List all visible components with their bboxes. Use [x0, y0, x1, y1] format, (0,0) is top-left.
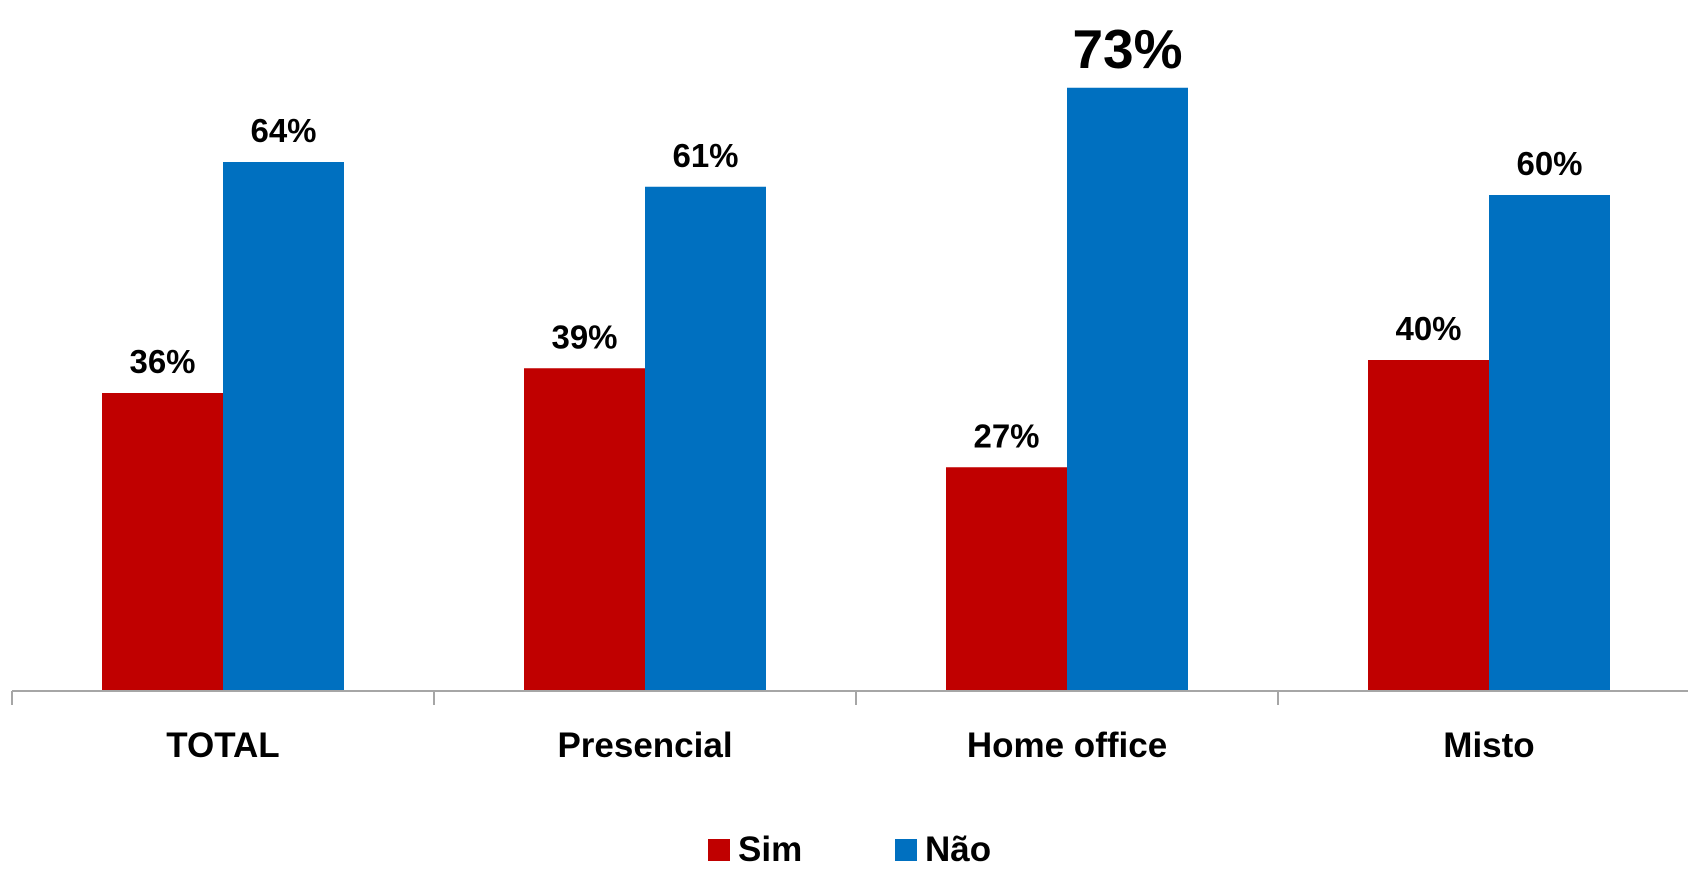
bar-nao-1: [645, 186, 766, 690]
x-tick-label-3: Misto: [1443, 726, 1534, 765]
bar-nao-2: [1067, 87, 1188, 690]
bar-nao-3: [1489, 195, 1610, 690]
data-label-nao-3: 60%: [1516, 145, 1582, 182]
data-label-sim-1: 39%: [551, 318, 617, 355]
bar-sim-0: [102, 393, 223, 690]
data-label-sim-3: 40%: [1395, 310, 1461, 347]
x-tick-label-0: TOTAL: [166, 726, 279, 765]
x-tick-label-2: Home office: [967, 726, 1167, 765]
legend-label-sim: Sim: [738, 830, 802, 869]
data-label-nao-0: 64%: [250, 112, 316, 149]
x-tick-label-1: Presencial: [557, 726, 732, 765]
legend-swatch-sim: [708, 839, 730, 861]
data-label-nao-2: 73%: [1072, 18, 1182, 80]
legend-label-nao: Não: [925, 830, 991, 869]
bar-sim-1: [524, 368, 645, 690]
data-label-sim-0: 36%: [129, 343, 195, 380]
bar-sim-3: [1368, 360, 1489, 690]
bar-sim-2: [946, 467, 1067, 690]
data-label-sim-2: 27%: [973, 417, 1039, 454]
x-tick-label-group: TOTAL Presencial Home office Misto: [166, 726, 1534, 765]
x-axis: [11, 690, 1688, 705]
legend-swatch-nao: [895, 839, 917, 861]
data-label-group: 36% 64% 39% 61% 27% 73% 40% 60%: [129, 18, 1582, 455]
legend: Sim Não: [708, 830, 991, 869]
bar-group: [102, 87, 1610, 690]
bar-nao-0: [223, 162, 344, 690]
data-label-nao-1: 61%: [672, 137, 738, 174]
